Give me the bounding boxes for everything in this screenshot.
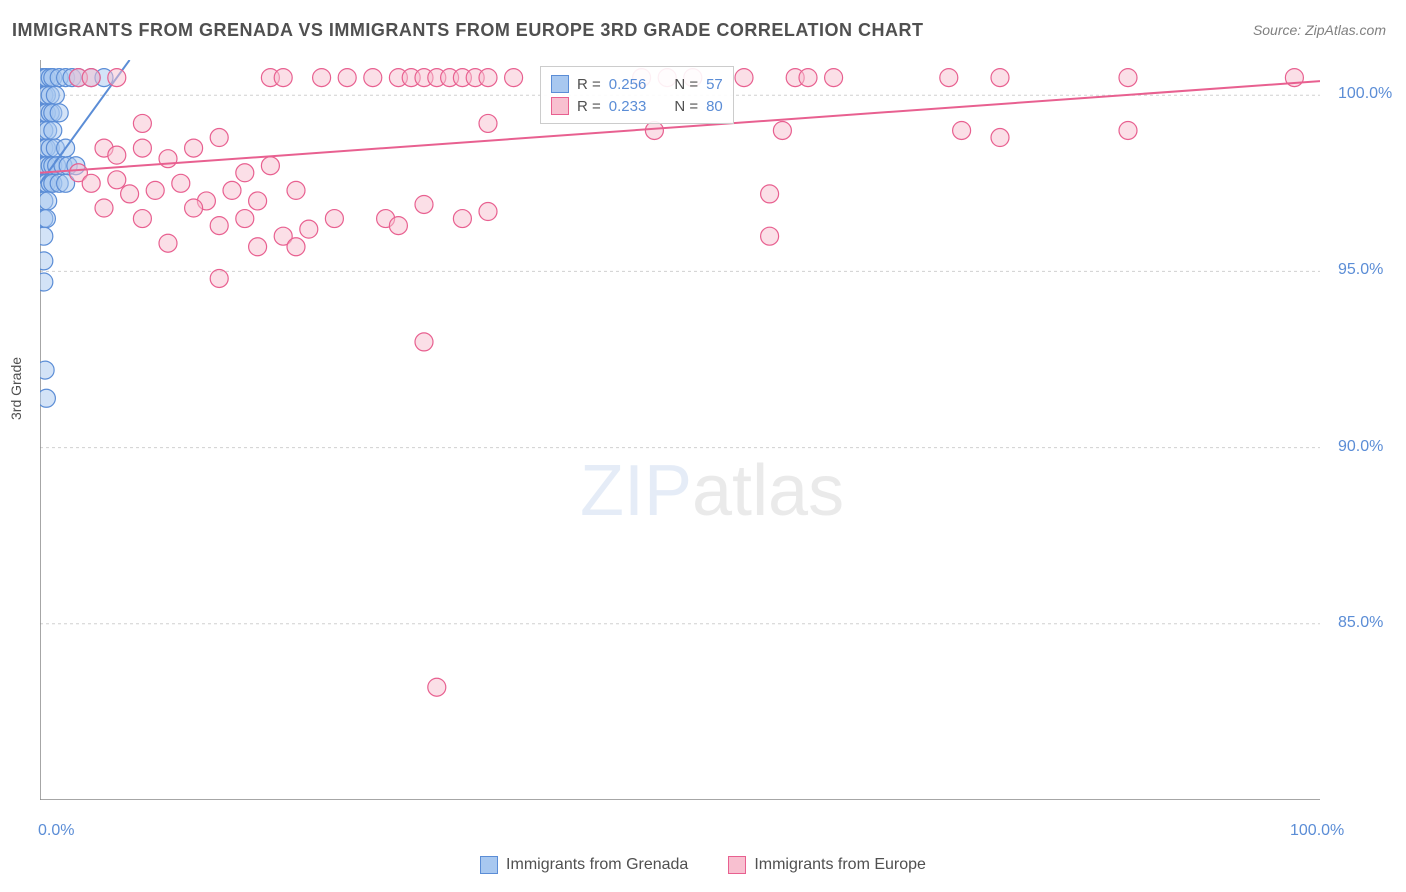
source-link[interactable]: ZipAtlas.com — [1305, 22, 1386, 38]
y-axis-label: 3rd Grade — [8, 357, 24, 420]
legend-swatch — [551, 75, 569, 93]
legend-swatch — [728, 856, 746, 874]
series-legend-item: Immigrants from Grenada — [480, 856, 688, 874]
chart-area: ZIPatlas R = 0.256 N = 57 R = 0.233 N = … — [40, 60, 1320, 800]
y-tick-label: 95.0% — [1338, 261, 1383, 279]
legend-n-value: 80 — [706, 98, 723, 115]
series-name: Immigrants from Grenada — [506, 856, 688, 874]
x-tick-label: 100.0% — [1290, 822, 1344, 840]
source-attribution: Source: ZipAtlas.com — [1253, 22, 1386, 38]
source-label: Source: — [1253, 22, 1301, 38]
legend-swatch — [480, 856, 498, 874]
series-legend-item: Immigrants from Europe — [728, 856, 926, 874]
chart-title: IMMIGRANTS FROM GRENADA VS IMMIGRANTS FR… — [12, 20, 924, 41]
x-tick-label: 0.0% — [38, 822, 74, 840]
legend-n-label: N = — [674, 76, 698, 93]
series-name: Immigrants from Europe — [754, 856, 926, 874]
scatter-plot — [40, 60, 1320, 800]
stats-legend: R = 0.256 N = 57 R = 0.233 N = 80 — [540, 66, 734, 124]
legend-r-value: 0.233 — [609, 98, 647, 115]
y-tick-label: 85.0% — [1338, 614, 1383, 632]
series-legend: Immigrants from Grenada Immigrants from E… — [0, 856, 1406, 874]
legend-r-label: R = — [577, 98, 601, 115]
y-tick-label: 90.0% — [1338, 438, 1383, 456]
legend-r-label: R = — [577, 76, 601, 93]
legend-r-value: 0.256 — [609, 76, 647, 93]
legend-n-label: N = — [674, 98, 698, 115]
legend-n-value: 57 — [706, 76, 723, 93]
legend-row: R = 0.256 N = 57 — [551, 73, 723, 95]
y-tick-label: 100.0% — [1338, 85, 1392, 103]
legend-swatch — [551, 97, 569, 115]
legend-row: R = 0.233 N = 80 — [551, 95, 723, 117]
